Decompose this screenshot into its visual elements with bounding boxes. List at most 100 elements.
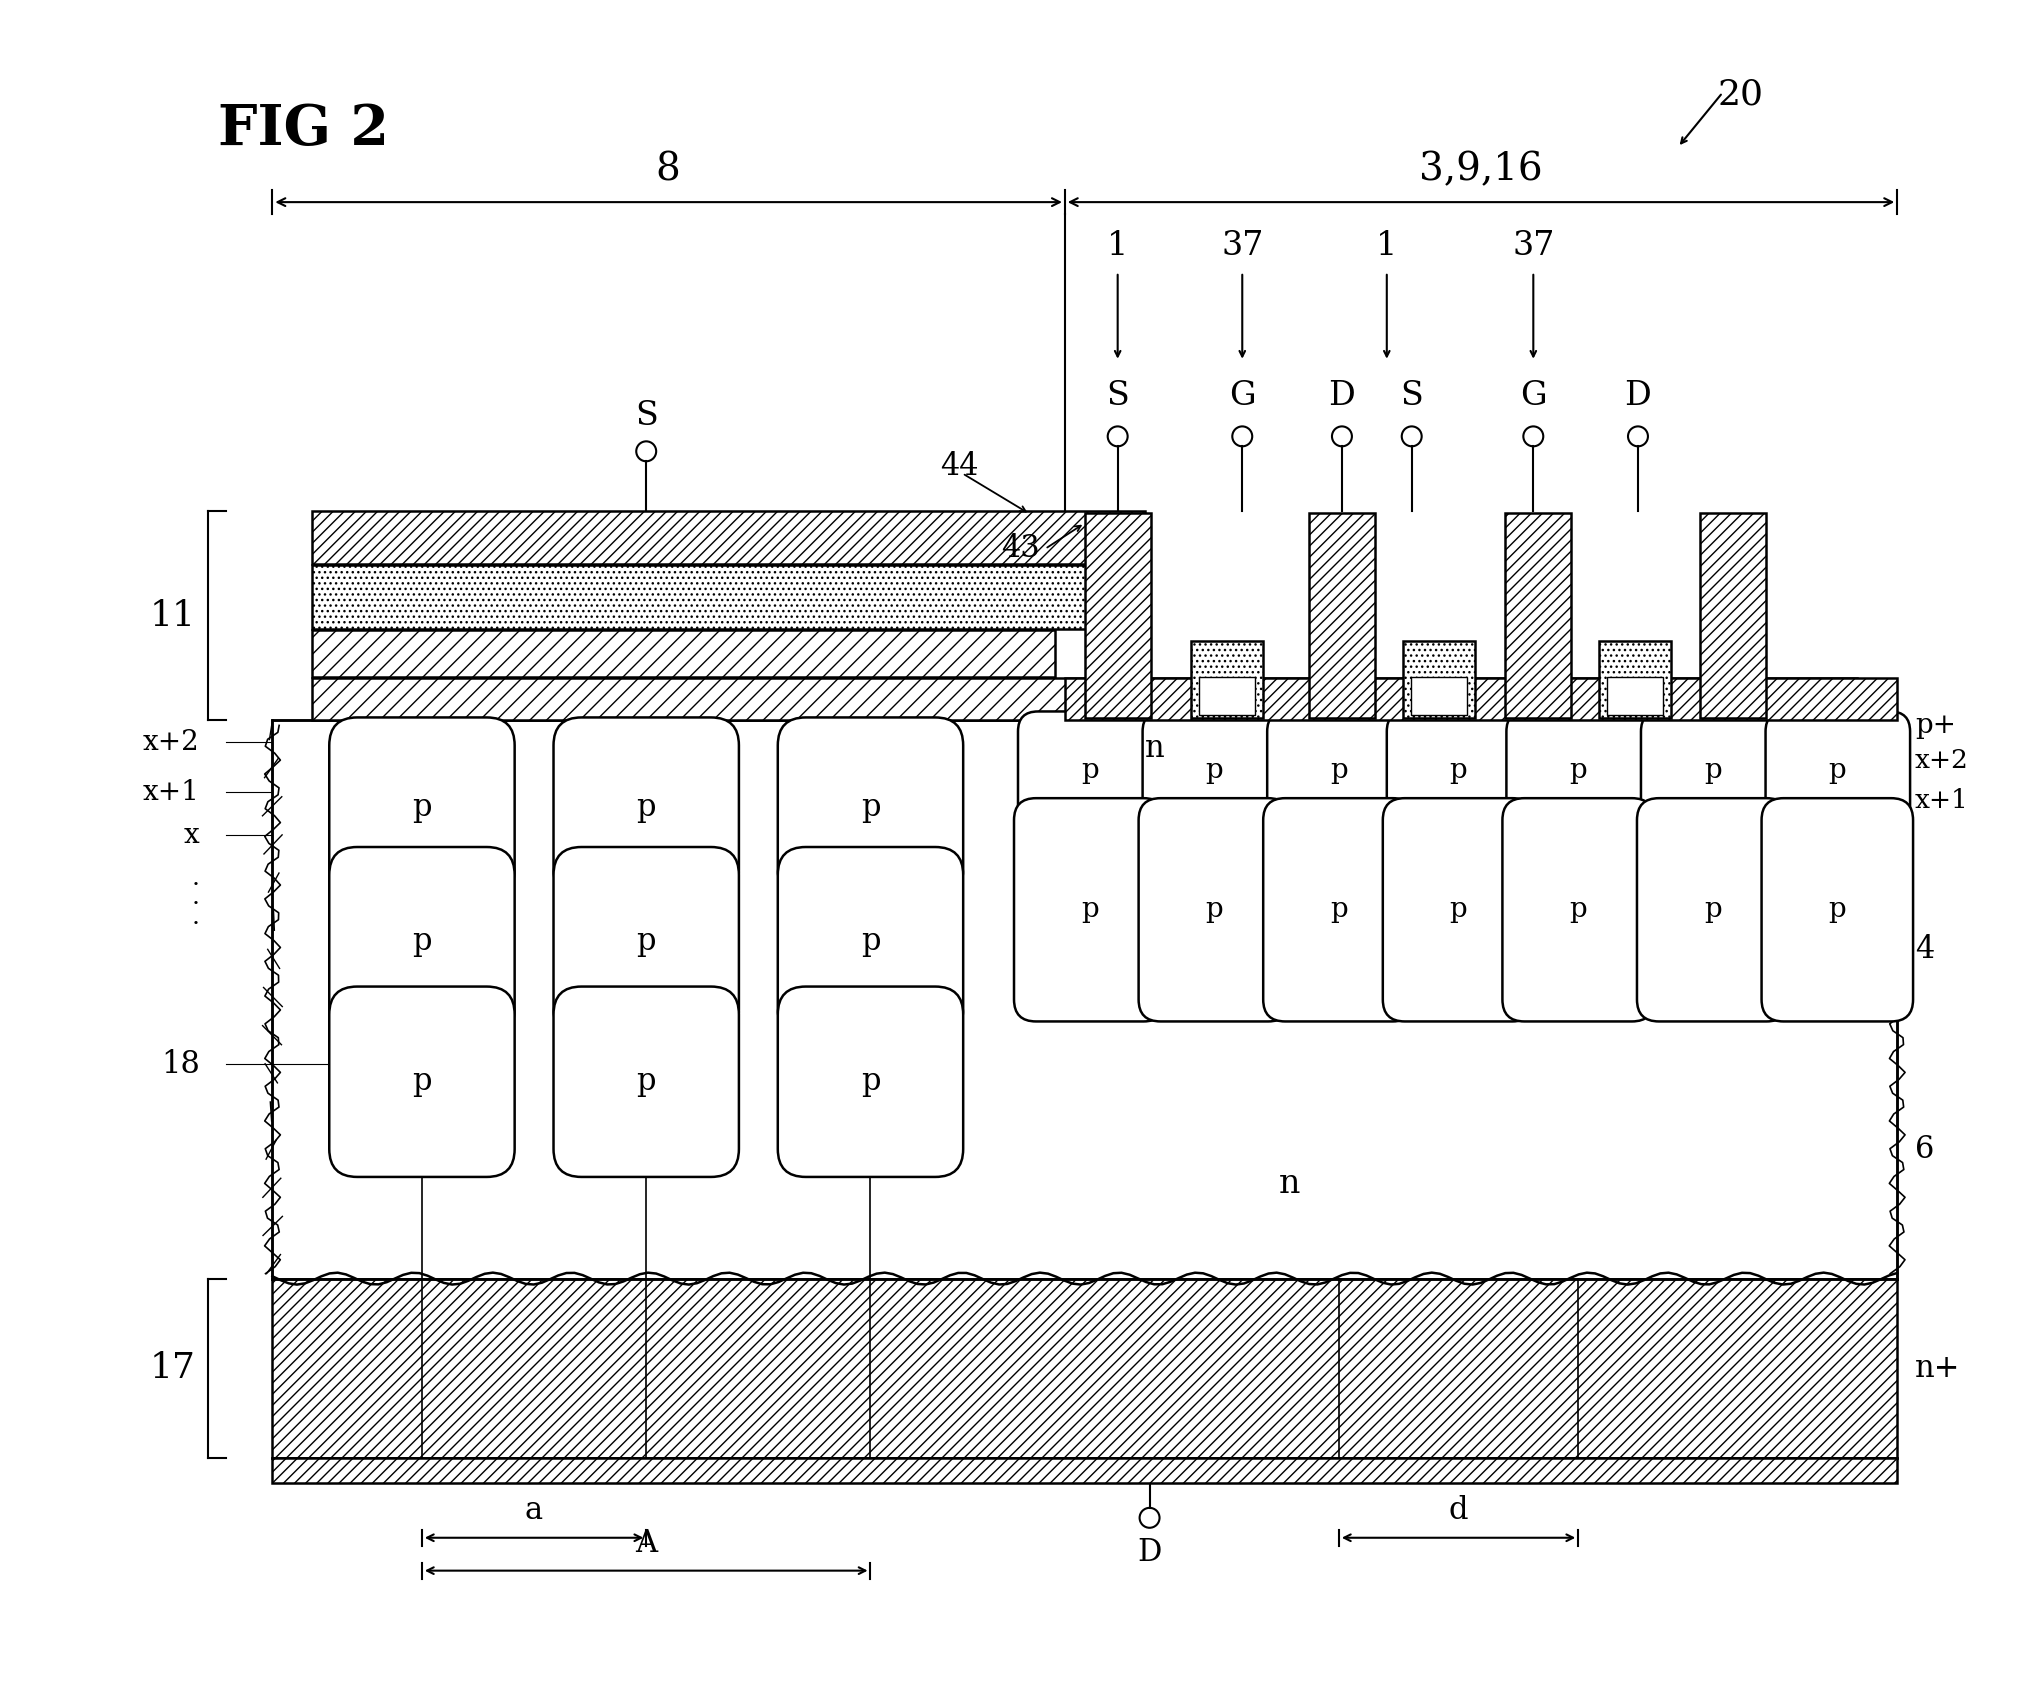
- FancyBboxPatch shape: [1262, 799, 1415, 1022]
- Text: A: A: [635, 1528, 658, 1558]
- Text: p: p: [1330, 896, 1348, 923]
- Text: p: p: [1704, 896, 1722, 923]
- Text: D: D: [1330, 380, 1356, 412]
- Text: p+: p+: [1916, 712, 1957, 739]
- Text: p: p: [1205, 756, 1224, 783]
- Text: 8: 8: [656, 152, 680, 187]
- Text: 1: 1: [1376, 230, 1397, 262]
- Text: p: p: [1570, 756, 1586, 783]
- Text: p: p: [1450, 896, 1468, 923]
- Text: a: a: [525, 1495, 544, 1526]
- FancyBboxPatch shape: [778, 986, 963, 1177]
- Text: 3,9,16: 3,9,16: [1419, 152, 1543, 187]
- FancyBboxPatch shape: [554, 717, 739, 897]
- FancyBboxPatch shape: [1191, 640, 1262, 719]
- Text: x+2: x+2: [143, 729, 200, 756]
- Text: ·
·
·: · · ·: [191, 874, 200, 935]
- Text: p: p: [1828, 896, 1847, 923]
- Text: p: p: [637, 792, 656, 823]
- Text: 37: 37: [1222, 230, 1264, 262]
- FancyBboxPatch shape: [312, 678, 1857, 720]
- Text: p: p: [637, 1066, 656, 1097]
- Text: n+: n+: [1916, 1352, 1961, 1385]
- Text: p: p: [1205, 896, 1224, 923]
- Text: x+1: x+1: [143, 778, 200, 806]
- Text: 43: 43: [1002, 533, 1040, 564]
- Text: 11: 11: [151, 599, 195, 634]
- Text: G: G: [1230, 380, 1256, 412]
- Text: p: p: [411, 926, 432, 957]
- Text: p: p: [1081, 756, 1099, 783]
- Text: x+1: x+1: [1916, 788, 1969, 812]
- FancyBboxPatch shape: [1382, 799, 1535, 1022]
- FancyBboxPatch shape: [1411, 676, 1466, 715]
- Text: x+2: x+2: [1916, 748, 1969, 773]
- Text: p: p: [1828, 756, 1847, 783]
- Text: p: p: [861, 792, 880, 823]
- Text: 1: 1: [1108, 230, 1128, 262]
- Text: p: p: [1450, 756, 1468, 783]
- FancyBboxPatch shape: [330, 846, 515, 1037]
- Text: p: p: [411, 1066, 432, 1097]
- Text: p: p: [637, 926, 656, 957]
- Text: 37: 37: [1513, 230, 1556, 262]
- Text: 17: 17: [151, 1350, 195, 1385]
- FancyBboxPatch shape: [778, 846, 963, 1037]
- Text: 20: 20: [1718, 78, 1763, 111]
- FancyBboxPatch shape: [1700, 513, 1765, 719]
- FancyBboxPatch shape: [1387, 712, 1531, 829]
- Text: d: d: [1450, 1495, 1468, 1526]
- FancyBboxPatch shape: [1507, 712, 1651, 829]
- Text: D: D: [1625, 380, 1651, 412]
- Text: p: p: [861, 1066, 880, 1097]
- Text: p: p: [411, 792, 432, 823]
- FancyBboxPatch shape: [1065, 678, 1898, 720]
- FancyBboxPatch shape: [1142, 712, 1287, 829]
- Text: S: S: [1401, 380, 1423, 412]
- Text: p: p: [1081, 896, 1099, 923]
- FancyBboxPatch shape: [273, 720, 1898, 1279]
- FancyBboxPatch shape: [1637, 799, 1788, 1022]
- Text: x: x: [183, 821, 200, 848]
- FancyBboxPatch shape: [330, 986, 515, 1177]
- Text: p: p: [1704, 756, 1722, 783]
- FancyBboxPatch shape: [1065, 720, 1898, 748]
- FancyBboxPatch shape: [778, 717, 963, 897]
- FancyBboxPatch shape: [1505, 513, 1572, 719]
- Polygon shape: [312, 511, 1144, 564]
- FancyBboxPatch shape: [1138, 799, 1291, 1022]
- FancyBboxPatch shape: [1503, 799, 1653, 1022]
- FancyBboxPatch shape: [330, 717, 515, 897]
- FancyBboxPatch shape: [273, 1458, 1898, 1483]
- FancyBboxPatch shape: [273, 1279, 1898, 1458]
- FancyBboxPatch shape: [1598, 640, 1672, 719]
- Text: D: D: [1138, 1538, 1163, 1568]
- Text: S: S: [1106, 380, 1130, 412]
- Polygon shape: [312, 630, 1055, 676]
- Text: G: G: [1521, 380, 1547, 412]
- Text: 18: 18: [161, 1049, 200, 1080]
- FancyBboxPatch shape: [1641, 712, 1786, 829]
- FancyBboxPatch shape: [1266, 712, 1411, 829]
- Text: p: p: [1330, 756, 1348, 783]
- Text: p: p: [861, 926, 880, 957]
- FancyBboxPatch shape: [1199, 676, 1256, 715]
- Text: 4: 4: [1916, 935, 1934, 966]
- FancyBboxPatch shape: [554, 986, 739, 1177]
- FancyBboxPatch shape: [1761, 799, 1914, 1022]
- Text: S: S: [635, 400, 658, 433]
- FancyBboxPatch shape: [1606, 676, 1663, 715]
- FancyBboxPatch shape: [1309, 513, 1374, 719]
- Text: n: n: [1144, 732, 1165, 765]
- FancyBboxPatch shape: [1765, 712, 1910, 829]
- FancyBboxPatch shape: [1018, 712, 1163, 829]
- Text: 6: 6: [1916, 1134, 1934, 1165]
- Text: p: p: [1570, 896, 1586, 923]
- FancyBboxPatch shape: [1403, 640, 1474, 719]
- Text: n: n: [1279, 1168, 1299, 1201]
- FancyBboxPatch shape: [554, 846, 739, 1037]
- Text: FIG 2: FIG 2: [218, 102, 389, 157]
- FancyBboxPatch shape: [1085, 513, 1150, 719]
- Text: 44: 44: [941, 451, 979, 482]
- FancyBboxPatch shape: [1014, 799, 1165, 1022]
